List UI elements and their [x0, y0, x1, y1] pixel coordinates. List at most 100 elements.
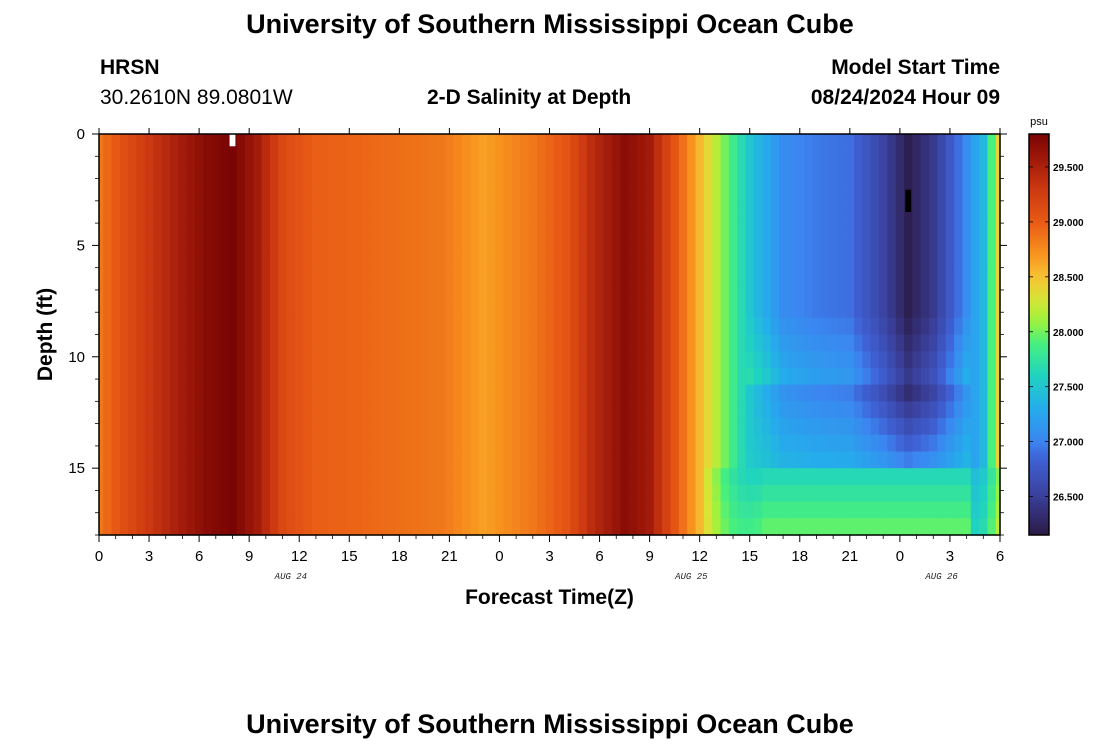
heatmap-cell: [219, 418, 229, 436]
heatmap-cell: [612, 351, 622, 369]
heatmap-cell: [803, 150, 813, 169]
x-tick-label: 9: [645, 548, 653, 565]
heatmap-cell: [862, 518, 872, 536]
date-labels: AUG 24 AUG 25 AUG 26: [274, 572, 959, 582]
heatmap-cell: [445, 468, 455, 486]
heatmap-cell: [495, 418, 505, 436]
heatmap-cell: [144, 217, 154, 235]
heatmap-cell: [854, 167, 863, 185]
heatmap-cell: [286, 284, 296, 302]
heatmap-cell: [536, 434, 546, 453]
heatmap-cell: [328, 150, 338, 169]
heatmap-cell: [311, 267, 321, 285]
heatmap-cell: [219, 501, 229, 519]
heatmap-cell: [670, 184, 680, 202]
heatmap-cell: [895, 401, 905, 419]
heatmap-cell: [203, 200, 213, 219]
heatmap-cell: [553, 284, 563, 302]
heatmap-cell: [411, 334, 421, 352]
heatmap-cell: [136, 401, 146, 419]
heatmap-cell: [703, 184, 713, 202]
heatmap-cell: [937, 167, 947, 185]
heatmap-cell: [987, 217, 997, 235]
heatmap-cell: [979, 367, 989, 386]
heatmap-cell: [386, 468, 396, 486]
heatmap-cell: [904, 317, 913, 336]
heatmap-cell: [687, 384, 697, 402]
heatmap-cell: [495, 167, 505, 185]
heatmap-cell: [970, 451, 980, 469]
heatmap-cell: [486, 217, 496, 235]
heatmap-cell: [153, 301, 163, 319]
heatmap-cell: [111, 200, 121, 219]
heatmap-cell: [461, 401, 471, 419]
heatmap-cell: [895, 451, 905, 469]
heatmap-cell: [278, 317, 288, 336]
heatmap-cell: [895, 384, 905, 402]
heatmap-cell: [545, 200, 555, 219]
heatmap-cell: [536, 418, 546, 436]
heatmap-cell: [470, 317, 480, 336]
heatmap-cell: [970, 334, 980, 352]
heatmap-cell: [186, 150, 196, 169]
heatmap-cell: [99, 468, 104, 486]
heatmap-cell: [528, 284, 538, 302]
heatmap-cell: [562, 351, 571, 369]
heatmap-cell: [99, 501, 104, 519]
heatmap-cell: [612, 484, 622, 503]
heatmap-cell: [870, 217, 880, 235]
heatmap-cell: [828, 284, 838, 302]
heatmap-cell: [553, 167, 563, 185]
heatmap-cell: [887, 518, 897, 536]
heatmap-cell: [403, 384, 413, 402]
heatmap-cell: [511, 451, 521, 469]
heatmap-cell: [136, 184, 146, 202]
heatmap-cell: [987, 484, 997, 503]
heatmap-cell: [436, 134, 446, 152]
heatmap-cell: [612, 167, 622, 185]
heatmap-cell: [653, 150, 663, 169]
heatmap-cell: [470, 518, 480, 536]
heatmap-cell: [270, 167, 279, 185]
heatmap-cell: [99, 150, 104, 169]
heatmap-cell: [895, 267, 905, 285]
heatmap-cell: [328, 401, 338, 419]
heatmap-cell: [645, 468, 655, 486]
heatmap-cell: [228, 334, 238, 352]
heatmap-cell: [595, 234, 605, 252]
heatmap-cell: [545, 150, 555, 169]
heatmap-cell: [186, 484, 196, 503]
heatmap-cell: [612, 418, 622, 436]
heatmap-cell: [153, 451, 163, 469]
heatmap-cell: [553, 150, 563, 169]
heatmap-cell: [912, 167, 922, 185]
heatmap-cell: [395, 200, 405, 219]
heatmap-cell: [270, 351, 279, 369]
heatmap-cell: [929, 451, 939, 469]
heatmap-cell: [353, 518, 363, 536]
heatmap-cell: [169, 134, 179, 152]
heatmap-cell: [720, 468, 730, 486]
heatmap-cell: [395, 351, 405, 369]
heatmap-cell: [712, 184, 722, 202]
heatmap-cell: [937, 401, 947, 419]
heatmap-cell: [987, 334, 997, 352]
heatmap-cell: [912, 217, 922, 235]
heatmap-cell: [720, 401, 730, 419]
heatmap-cell: [620, 367, 630, 386]
heatmap-cell: [461, 451, 471, 469]
heatmap-cell: [194, 267, 204, 285]
heatmap-cell: [336, 250, 346, 269]
y-tick-label: 10: [68, 349, 85, 366]
heatmap-cell: [595, 217, 605, 235]
heatmap-cell: [478, 367, 488, 386]
heatmap-cell: [536, 267, 546, 285]
heatmap-cell: [728, 351, 738, 369]
heatmap-cell: [495, 351, 505, 369]
heatmap-cell: [203, 267, 213, 285]
heatmap-cell: [361, 184, 371, 202]
heatmap-cell: [979, 167, 989, 185]
heatmap-cell: [662, 518, 672, 536]
heatmap-cell: [887, 367, 897, 386]
heatmap-cell: [311, 367, 321, 386]
